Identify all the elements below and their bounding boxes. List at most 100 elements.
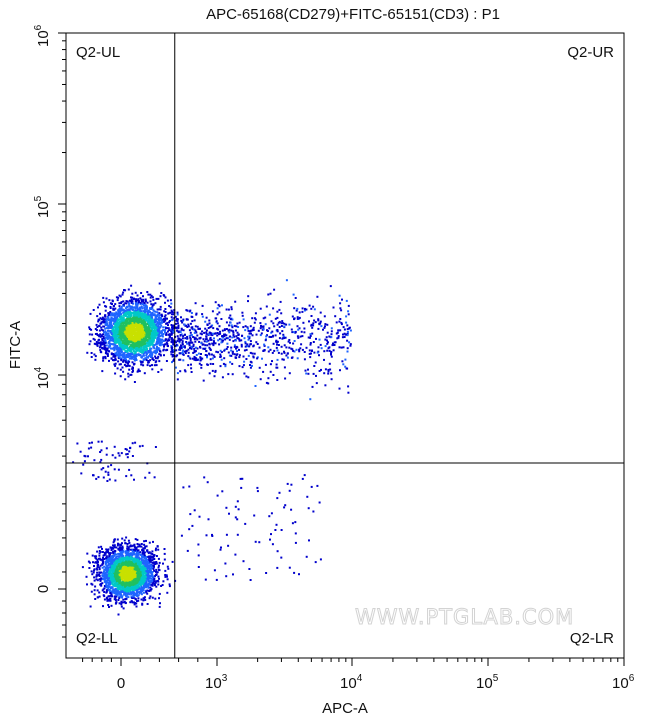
scatter-point xyxy=(97,341,100,344)
scatter-point xyxy=(196,325,199,328)
scatter-point xyxy=(108,562,110,565)
scatter-point xyxy=(155,341,158,344)
scatter-point xyxy=(173,354,175,357)
scatter-point xyxy=(125,345,128,348)
scatter-point xyxy=(143,348,146,351)
scatter-point xyxy=(163,345,165,348)
scatter-point xyxy=(134,357,137,360)
scatter-point xyxy=(178,341,181,344)
scatter-point xyxy=(150,355,153,358)
scatter-point xyxy=(150,588,153,591)
scatter-point xyxy=(236,353,239,356)
scatter-point xyxy=(140,593,143,596)
scatter-point xyxy=(289,341,291,344)
scatter-point xyxy=(176,320,179,323)
scatter-point xyxy=(118,347,121,350)
scatter-point xyxy=(199,327,201,330)
scatter-point xyxy=(98,552,101,555)
scatter-point xyxy=(88,343,91,346)
scatter-point xyxy=(292,331,295,334)
scatter-point xyxy=(107,578,110,581)
scatter-point xyxy=(125,331,127,334)
scatter-point xyxy=(160,321,163,324)
scatter-point xyxy=(317,327,320,330)
scatter-point xyxy=(118,597,121,599)
scatter-point xyxy=(117,555,119,558)
scatter-point xyxy=(261,357,263,360)
scatter-point xyxy=(122,291,125,294)
scatter-point xyxy=(214,342,217,345)
scatter-point xyxy=(150,335,153,338)
scatter-point xyxy=(135,554,138,557)
scatter-point xyxy=(113,326,116,329)
scatter-point xyxy=(171,324,174,327)
scatter-point xyxy=(109,311,112,313)
scatter-point xyxy=(140,555,143,558)
scatter-point xyxy=(176,372,179,375)
scatter-point xyxy=(154,355,157,358)
scatter-point xyxy=(152,303,155,306)
scatter-point xyxy=(97,546,100,549)
scatter-point xyxy=(162,326,165,329)
scatter-point xyxy=(136,317,139,320)
scatter-point xyxy=(246,345,249,348)
scatter-point xyxy=(118,353,121,356)
scatter-point xyxy=(120,315,123,318)
scatter-point xyxy=(259,327,262,330)
scatter-point xyxy=(126,330,129,333)
scatter-point xyxy=(247,329,250,332)
scatter-point xyxy=(147,313,149,316)
scatter-point xyxy=(100,335,103,338)
scatter-point xyxy=(222,336,225,339)
scatter-point xyxy=(184,370,187,373)
scatter-point xyxy=(131,361,134,364)
scatter-point xyxy=(102,329,105,332)
scatter-point xyxy=(137,310,140,313)
scatter-point xyxy=(156,357,159,360)
scatter-point xyxy=(337,335,340,338)
scatter-point xyxy=(269,292,272,295)
scatter-point xyxy=(283,325,286,328)
scatter-point xyxy=(140,349,143,352)
scatter-point xyxy=(120,344,123,347)
scatter-point xyxy=(156,321,159,324)
scatter-point xyxy=(128,315,131,318)
scatter-point xyxy=(276,349,279,352)
scatter-point xyxy=(145,346,148,349)
scatter-point xyxy=(162,349,165,352)
scatter-point xyxy=(136,347,138,350)
scatter-point xyxy=(115,311,118,314)
scatter-point xyxy=(144,300,147,303)
scatter-point xyxy=(186,342,189,345)
scatter-point xyxy=(204,320,207,323)
scatter-point xyxy=(120,305,123,308)
scatter-point xyxy=(201,313,204,316)
scatter-point xyxy=(159,339,162,342)
scatter-point xyxy=(238,339,241,342)
scatter-point xyxy=(270,331,273,334)
scatter-point xyxy=(143,343,146,345)
scatter-point xyxy=(142,335,145,338)
scatter-point xyxy=(167,333,170,336)
scatter-point xyxy=(223,333,226,336)
scatter-point xyxy=(148,344,151,347)
scatter-point xyxy=(123,304,125,307)
scatter-point xyxy=(90,352,93,354)
scatter-point xyxy=(166,322,169,325)
scatter-point xyxy=(136,303,139,306)
scatter-point xyxy=(131,353,134,356)
scatter-point xyxy=(166,330,169,333)
scatter-point xyxy=(303,351,306,353)
scatter-point xyxy=(201,330,204,333)
scatter-point xyxy=(109,306,112,308)
scatter-point xyxy=(207,333,210,336)
scatter-point xyxy=(131,367,134,370)
scatter-point xyxy=(134,291,137,294)
scatter-point xyxy=(93,555,96,558)
scatter-point xyxy=(238,348,240,351)
scatter-point xyxy=(228,328,231,331)
scatter-point xyxy=(99,550,102,553)
scatter-point xyxy=(147,319,150,322)
scatter-point xyxy=(148,330,151,333)
scatter-point xyxy=(148,347,151,350)
